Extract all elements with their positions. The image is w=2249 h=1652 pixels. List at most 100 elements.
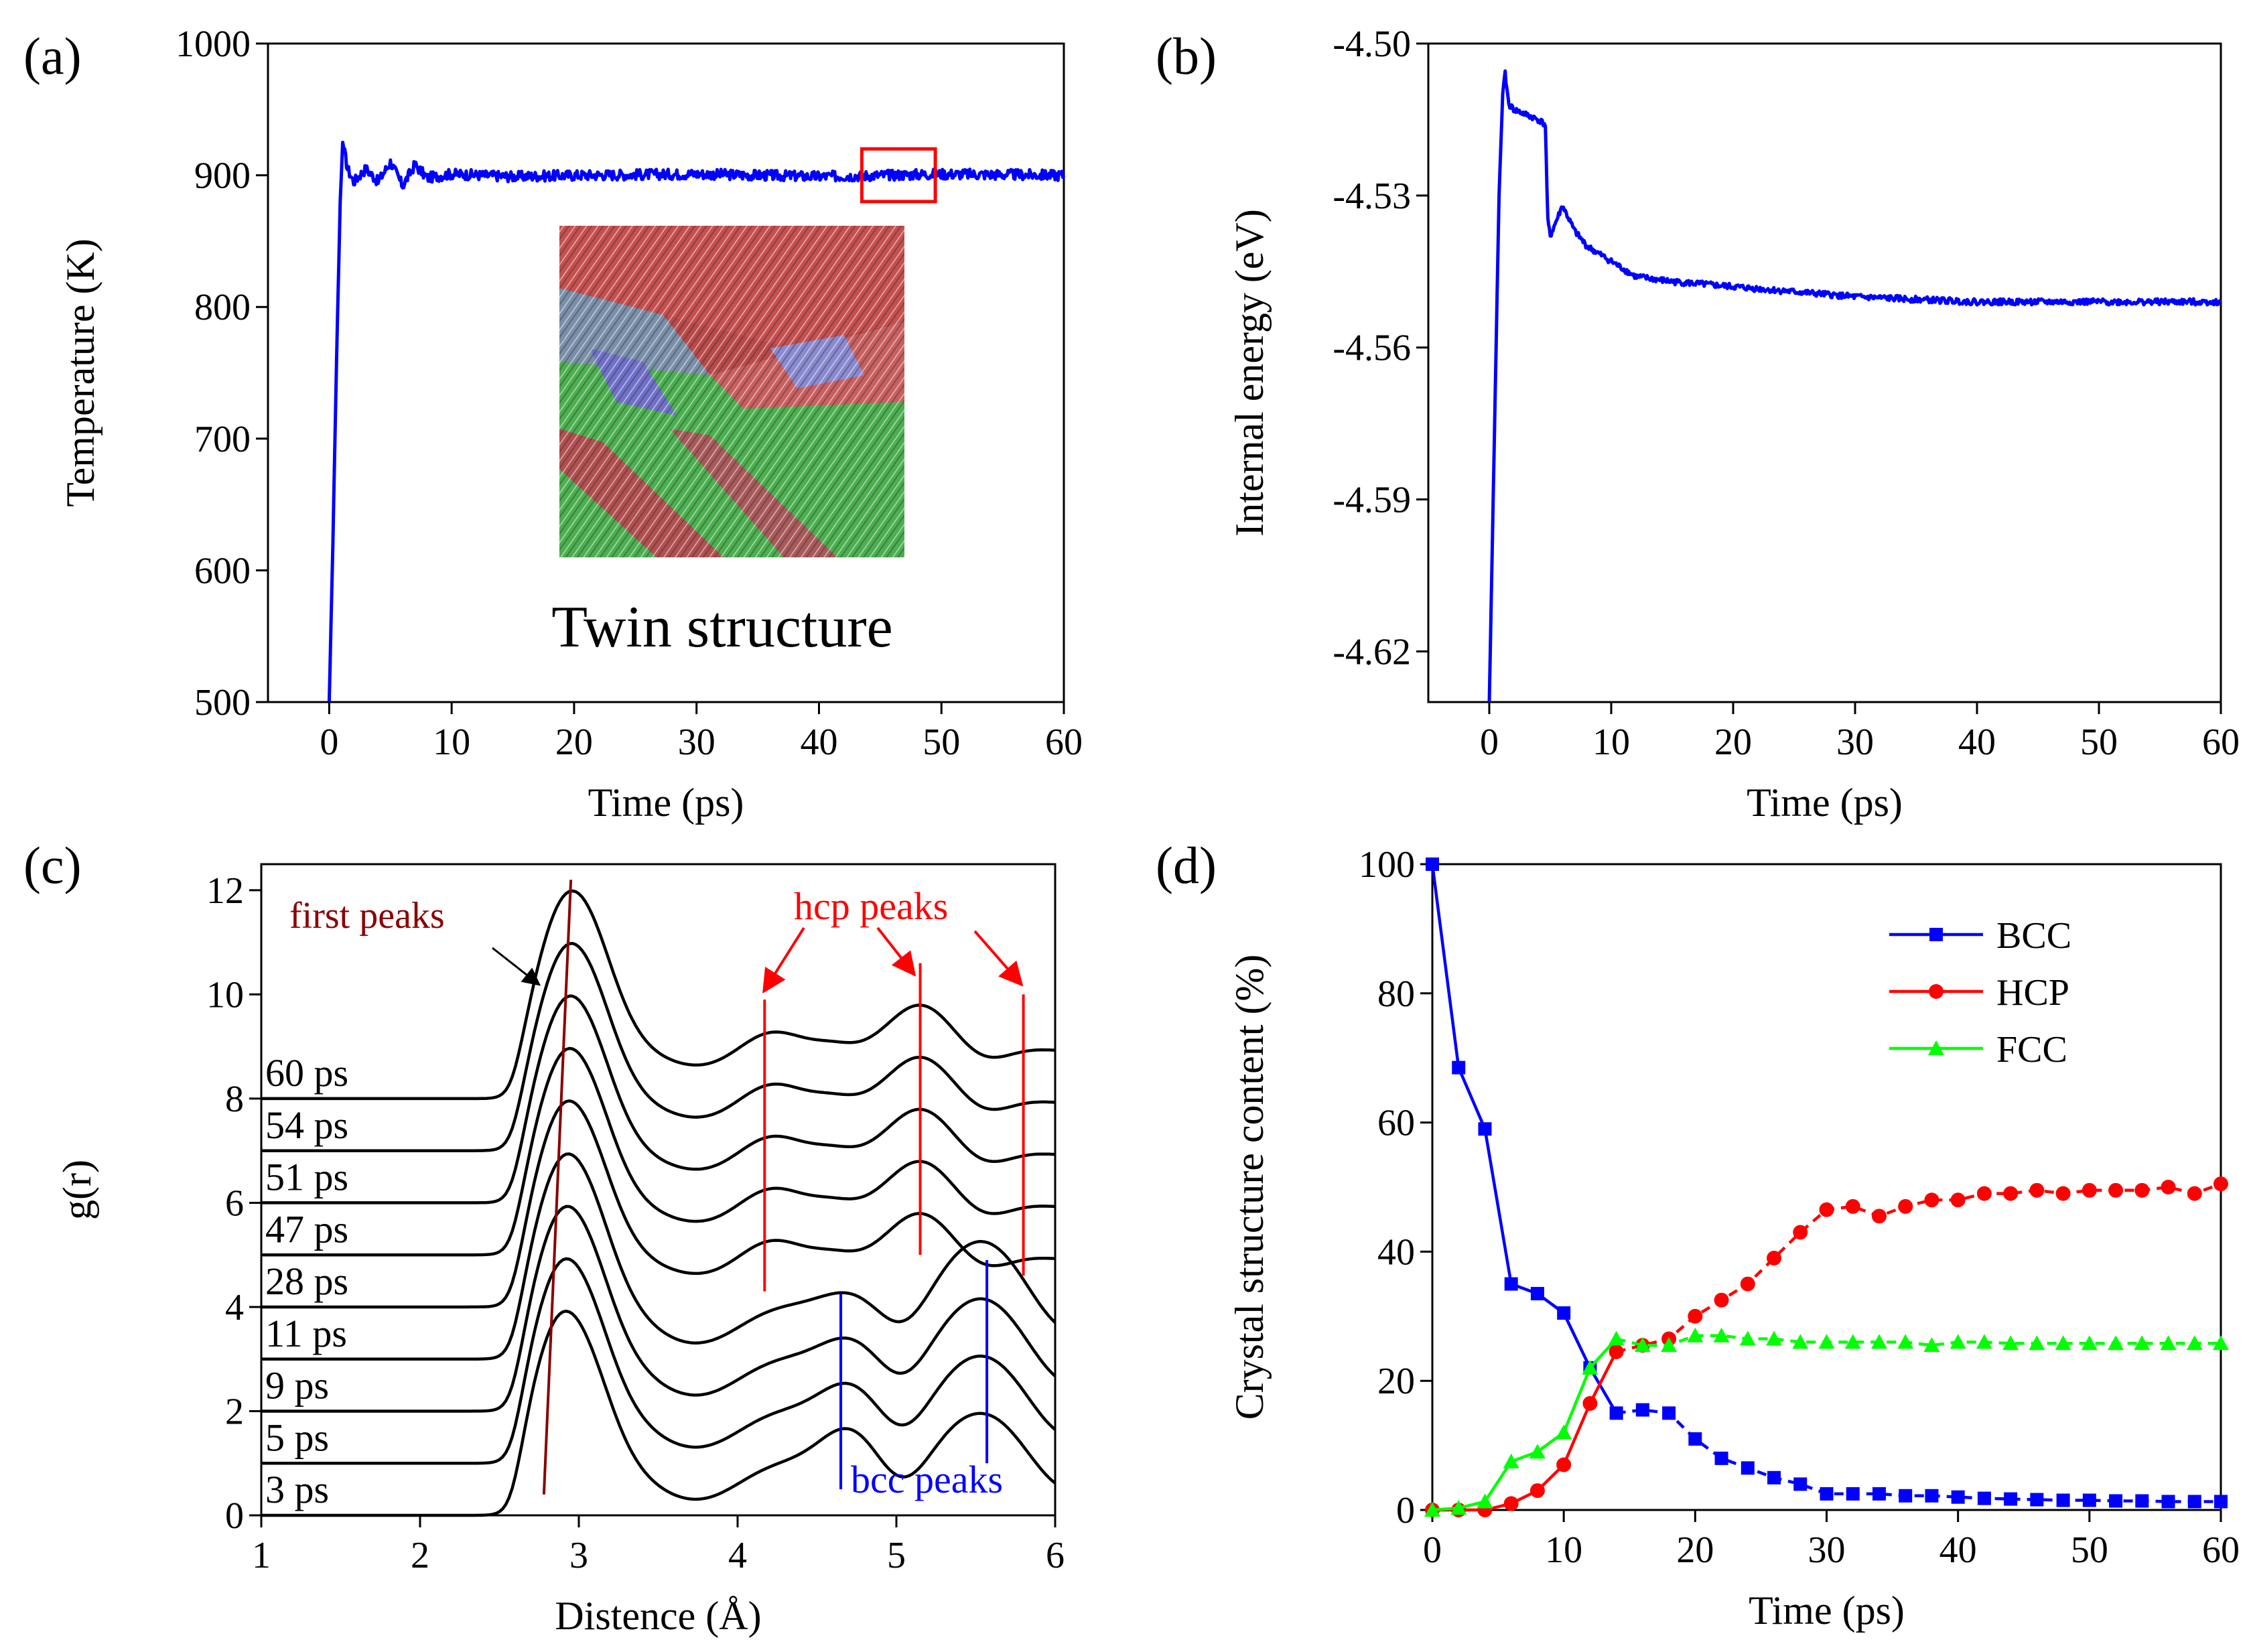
hcp-peaks-label: hcp peaks	[794, 884, 948, 928]
y-tick-label: 20	[1377, 1361, 1415, 1402]
panel-label: (a)	[23, 27, 82, 85]
series-line	[1616, 1408, 2221, 1503]
x-axis-label: Time (ps)	[1749, 1588, 1905, 1633]
series-line	[1430, 864, 1618, 1414]
y-axis-label: g(r)	[55, 1160, 99, 1220]
x-tick-label: 10	[433, 721, 470, 763]
data-point	[2055, 1186, 2071, 1201]
y-tick-label: -4.62	[1333, 631, 1411, 673]
x-axis-label: Time (ps)	[588, 780, 744, 825]
curve-label: 51 ps	[265, 1156, 348, 1199]
data-point	[2109, 1494, 2123, 1508]
y-tick-label: 2	[225, 1391, 244, 1432]
data-point	[1741, 1461, 1755, 1475]
data-point	[2082, 1493, 2096, 1507]
panel-label: (d)	[1156, 836, 1217, 894]
x-tick-label: 20	[555, 721, 593, 763]
first-peaks-arrow	[492, 947, 541, 986]
y-tick-label: 900	[194, 155, 251, 197]
gr-curve	[261, 1257, 1057, 1465]
data-point	[1504, 1277, 1518, 1291]
y-tick-label: -4.53	[1333, 176, 1411, 217]
hcp-arrow	[876, 926, 916, 977]
data-point	[1951, 1490, 1965, 1504]
x-tick-label: 3	[569, 1535, 588, 1576]
data-point	[1898, 1198, 1913, 1214]
data-point	[2186, 1335, 2203, 1351]
x-tick-label: 60	[1045, 721, 1083, 763]
x-axis-label: Time (ps)	[1747, 780, 1903, 825]
curve-label: 3 ps	[265, 1468, 329, 1511]
y-tick-label: 8	[225, 1079, 244, 1120]
data-point	[2187, 1495, 2201, 1509]
data-point	[2161, 1495, 2175, 1509]
first-peaks-line	[542, 880, 573, 1495]
data-point	[1557, 1306, 1571, 1320]
data-point	[1924, 1192, 1939, 1208]
series-line	[327, 141, 1066, 703]
data-point	[1950, 1192, 1966, 1208]
curve-label: 60 ps	[265, 1051, 348, 1095]
x-tick-label: 50	[2080, 721, 2118, 763]
x-tick-label: 1	[252, 1535, 271, 1576]
legend-label: FCC	[1996, 1029, 2067, 1071]
x-tick-label: 40	[1939, 1529, 1977, 1571]
data-point	[1767, 1251, 1782, 1266]
data-point	[2160, 1335, 2177, 1351]
plot-frame	[1427, 42, 2222, 703]
series-line	[1432, 1337, 1618, 1512]
x-tick-label: 30	[1808, 1529, 1846, 1571]
data-point	[1792, 1334, 1809, 1349]
y-tick-label: 0	[225, 1495, 244, 1537]
x-tick-label: 0	[1423, 1529, 1442, 1571]
data-point	[1793, 1477, 1808, 1491]
data-point	[1870, 1334, 1887, 1349]
data-point	[1766, 1330, 1783, 1346]
inset-label: Twin structure	[551, 595, 892, 660]
data-point	[2029, 1182, 2045, 1198]
y-tick-label: 0	[1396, 1490, 1415, 1531]
data-point	[2187, 1186, 2202, 1201]
x-tick-label: 0	[320, 721, 338, 763]
data-point	[2056, 1493, 2070, 1507]
y-tick-label: 100	[1359, 844, 1415, 886]
y-tick-label: 10	[206, 974, 244, 1016]
x-tick-label: 50	[923, 721, 960, 763]
data-point	[1793, 1225, 1808, 1240]
y-tick-label: 12	[206, 870, 244, 912]
plot-frame	[260, 863, 1057, 1517]
x-tick-label: 60	[2202, 1529, 2240, 1571]
panel-c-annotations: first peaks hcp peaks bcc peaks	[289, 884, 1003, 1501]
data-point	[1450, 1500, 1467, 1515]
data-point	[1556, 1424, 1572, 1440]
data-point	[2135, 1494, 2149, 1508]
data-point	[1662, 1406, 1676, 1420]
y-tick-label: 60	[1377, 1103, 1415, 1144]
panel-label: (b)	[1156, 27, 1217, 85]
x-tick-label: 10	[1545, 1529, 1582, 1571]
y-axis-label: Temperature (K)	[58, 238, 103, 507]
y-tick-label: 600	[194, 550, 251, 592]
data-point	[1714, 1292, 1729, 1308]
bcc-peaks-label: bcc peaks	[851, 1458, 1003, 1501]
gr-curve	[261, 1204, 1057, 1413]
data-point	[1925, 1489, 1939, 1503]
x-tick-label: 20	[1714, 721, 1752, 763]
x-tick-label: 40	[800, 721, 837, 763]
y-tick-label: 700	[194, 419, 251, 460]
data-point	[1713, 1327, 1730, 1343]
panel-label: (c)	[23, 836, 82, 894]
data-point	[1820, 1487, 1834, 1501]
y-tick-label: -4.56	[1333, 328, 1411, 369]
curve-label: 54 ps	[265, 1103, 348, 1147]
legend-label: BCC	[1996, 915, 2071, 957]
curve-label: 47 ps	[265, 1207, 348, 1251]
data-point	[1844, 1334, 1861, 1349]
data-point	[1687, 1327, 1704, 1343]
y-tick-label: 500	[194, 682, 251, 724]
y-tick-label: 800	[194, 287, 251, 328]
data-point	[2002, 1335, 2019, 1351]
data-point	[1424, 1502, 1440, 1517]
gr-curve	[261, 1099, 1056, 1309]
